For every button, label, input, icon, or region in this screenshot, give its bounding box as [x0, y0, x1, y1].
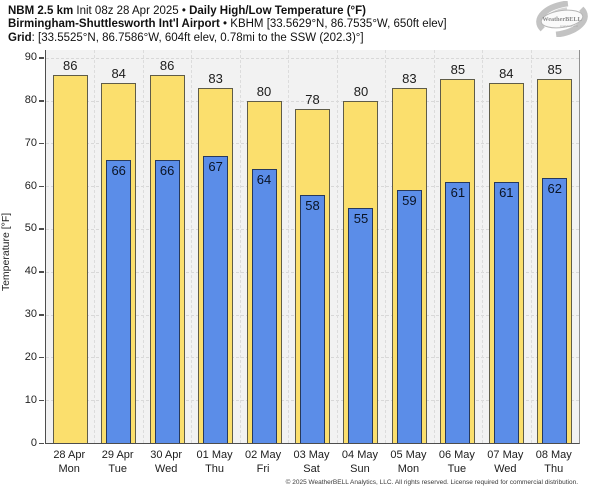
low-bar: [348, 207, 374, 443]
gridline-v: [336, 50, 338, 443]
y-tick-label: 0: [30, 436, 37, 449]
y-tick-label: 20: [24, 350, 37, 363]
low-value-label: 55: [353, 210, 369, 226]
low-bar: [106, 160, 132, 443]
low-value-label: 61: [499, 184, 514, 200]
low-value-label: 67: [208, 159, 223, 175]
low-bar: [203, 156, 229, 443]
y-tick-mark: [39, 57, 44, 59]
low-bar: [396, 190, 422, 443]
gridline-h: [46, 57, 579, 59]
low-bar: [251, 169, 277, 443]
y-tick-mark: [39, 185, 44, 188]
plot-area: 86 84 66 86 66 83 67 80 64 78 58 80 55 83 59 85 61 84 61 85…: [45, 50, 580, 444]
x-tick-label: 06 May Tue: [438, 449, 475, 475]
x-tick-label: 30 Apr Wed: [150, 449, 183, 475]
y-tick-mark: [39, 356, 44, 359]
chart-header: NBM 2.5 km Init 08z 28 Apr 2025 • Daily …: [8, 5, 447, 45]
x-tick-label: 29 Apr Tue: [101, 449, 134, 475]
high-value-label: 86: [62, 57, 78, 73]
x-tick-label: 28 Apr Mon: [53, 449, 86, 475]
product-name: Daily High/Low Temperature (°F): [189, 5, 367, 17]
low-bar: [154, 160, 180, 443]
high-value-label: 84: [499, 66, 514, 82]
x-tick-label: 01 May Thu: [196, 449, 233, 475]
high-value-label: 80: [353, 83, 369, 99]
high-value-label: 80: [256, 83, 272, 99]
high-value-label: 85: [450, 62, 466, 78]
high-bar: [52, 74, 88, 443]
station-info: • KBHM [33.5629°N, 86.7535°W, 650ft elev…: [219, 18, 447, 31]
low-bar: [300, 194, 325, 443]
high-value-label: 78: [305, 92, 320, 108]
low-value-label: 58: [305, 197, 320, 213]
low-value-label: 64: [256, 172, 272, 188]
y-tick-label: 30: [24, 308, 37, 321]
y-tick-label: 50: [24, 222, 37, 235]
y-tick-label: 60: [24, 179, 37, 192]
high-value-label: 83: [402, 70, 417, 86]
gridline-h: [46, 100, 579, 102]
low-bar: [542, 177, 568, 443]
station-line: Birmingham-Shuttlesworth Int'l Airport •…: [8, 18, 447, 31]
y-tick-mark: [39, 228, 44, 230]
x-tick-label: 07 May Wed: [487, 449, 524, 475]
grid-line: Grid: [33.5525°N, 86.7586°W, 604ft elev,…: [8, 32, 447, 45]
model-name: NBM 2.5 km: [8, 5, 74, 17]
y-tick-label: 40: [24, 265, 37, 278]
gridline-v: [433, 50, 435, 443]
y-tick-label: 90: [24, 51, 37, 64]
x-tick-label: 03 May Sat: [293, 449, 330, 475]
low-value-label: 61: [450, 184, 466, 200]
high-value-label: 83: [208, 70, 223, 86]
y-tick-mark: [39, 100, 44, 102]
x-tick-label: 02 May Fri: [244, 449, 282, 475]
gridline-v: [191, 50, 193, 443]
gridline-v: [142, 50, 144, 443]
high-value-label: 85: [547, 62, 562, 78]
gridline-v: [385, 50, 387, 443]
low-value-label: 66: [111, 163, 126, 179]
low-value-label: 62: [547, 180, 562, 196]
logo-sub-text: Analytics LLC: [560, 24, 579, 28]
grid-info: : [33.5525°N, 86.7586°W, 604ft elev, 0.7…: [31, 31, 364, 44]
y-axis-title: Temperature [°F]: [0, 212, 12, 292]
y-tick-label: 10: [24, 393, 37, 406]
low-value-label: 59: [402, 193, 417, 209]
y-tick-mark: [39, 142, 44, 145]
low-value-label: 66: [159, 163, 175, 179]
y-tick-mark: [39, 399, 44, 402]
high-value-label: 86: [159, 57, 175, 73]
gridline-v: [288, 50, 290, 443]
gridline-v: [239, 50, 241, 443]
high-value-label: 84: [111, 66, 126, 82]
y-tick-mark: [39, 442, 44, 444]
init-time: Init 08z 28 Apr 2025 •: [73, 5, 190, 17]
title-line: NBM 2.5 km Init 08z 28 Apr 2025 • Daily …: [8, 5, 447, 18]
weatherbell-logo: WeatherBELL Analytics LLC: [536, 1, 588, 37]
y-tick-mark: [39, 271, 44, 273]
gridline-v: [482, 50, 484, 443]
y-tick-label: 80: [24, 94, 37, 107]
gridline-v: [530, 50, 532, 443]
x-tick-label: 08 May Thu: [535, 449, 572, 475]
copyright-footer: © 2025 WeatherBELL Analytics, LLC. All r…: [285, 479, 578, 486]
y-tick-label: 70: [24, 136, 37, 149]
x-tick-label: 05 May Mon: [390, 449, 427, 475]
x-tick-label: 04 May Sun: [341, 449, 378, 475]
y-tick-mark: [39, 314, 44, 316]
low-bar: [445, 181, 471, 443]
grid-label: Grid: [8, 31, 32, 44]
low-bar: [493, 181, 519, 443]
gridline-v: [94, 50, 96, 443]
logo-brand-text: WeatherBELL: [542, 16, 581, 23]
station-name: Birmingham-Shuttlesworth Int'l Airport: [8, 18, 220, 31]
